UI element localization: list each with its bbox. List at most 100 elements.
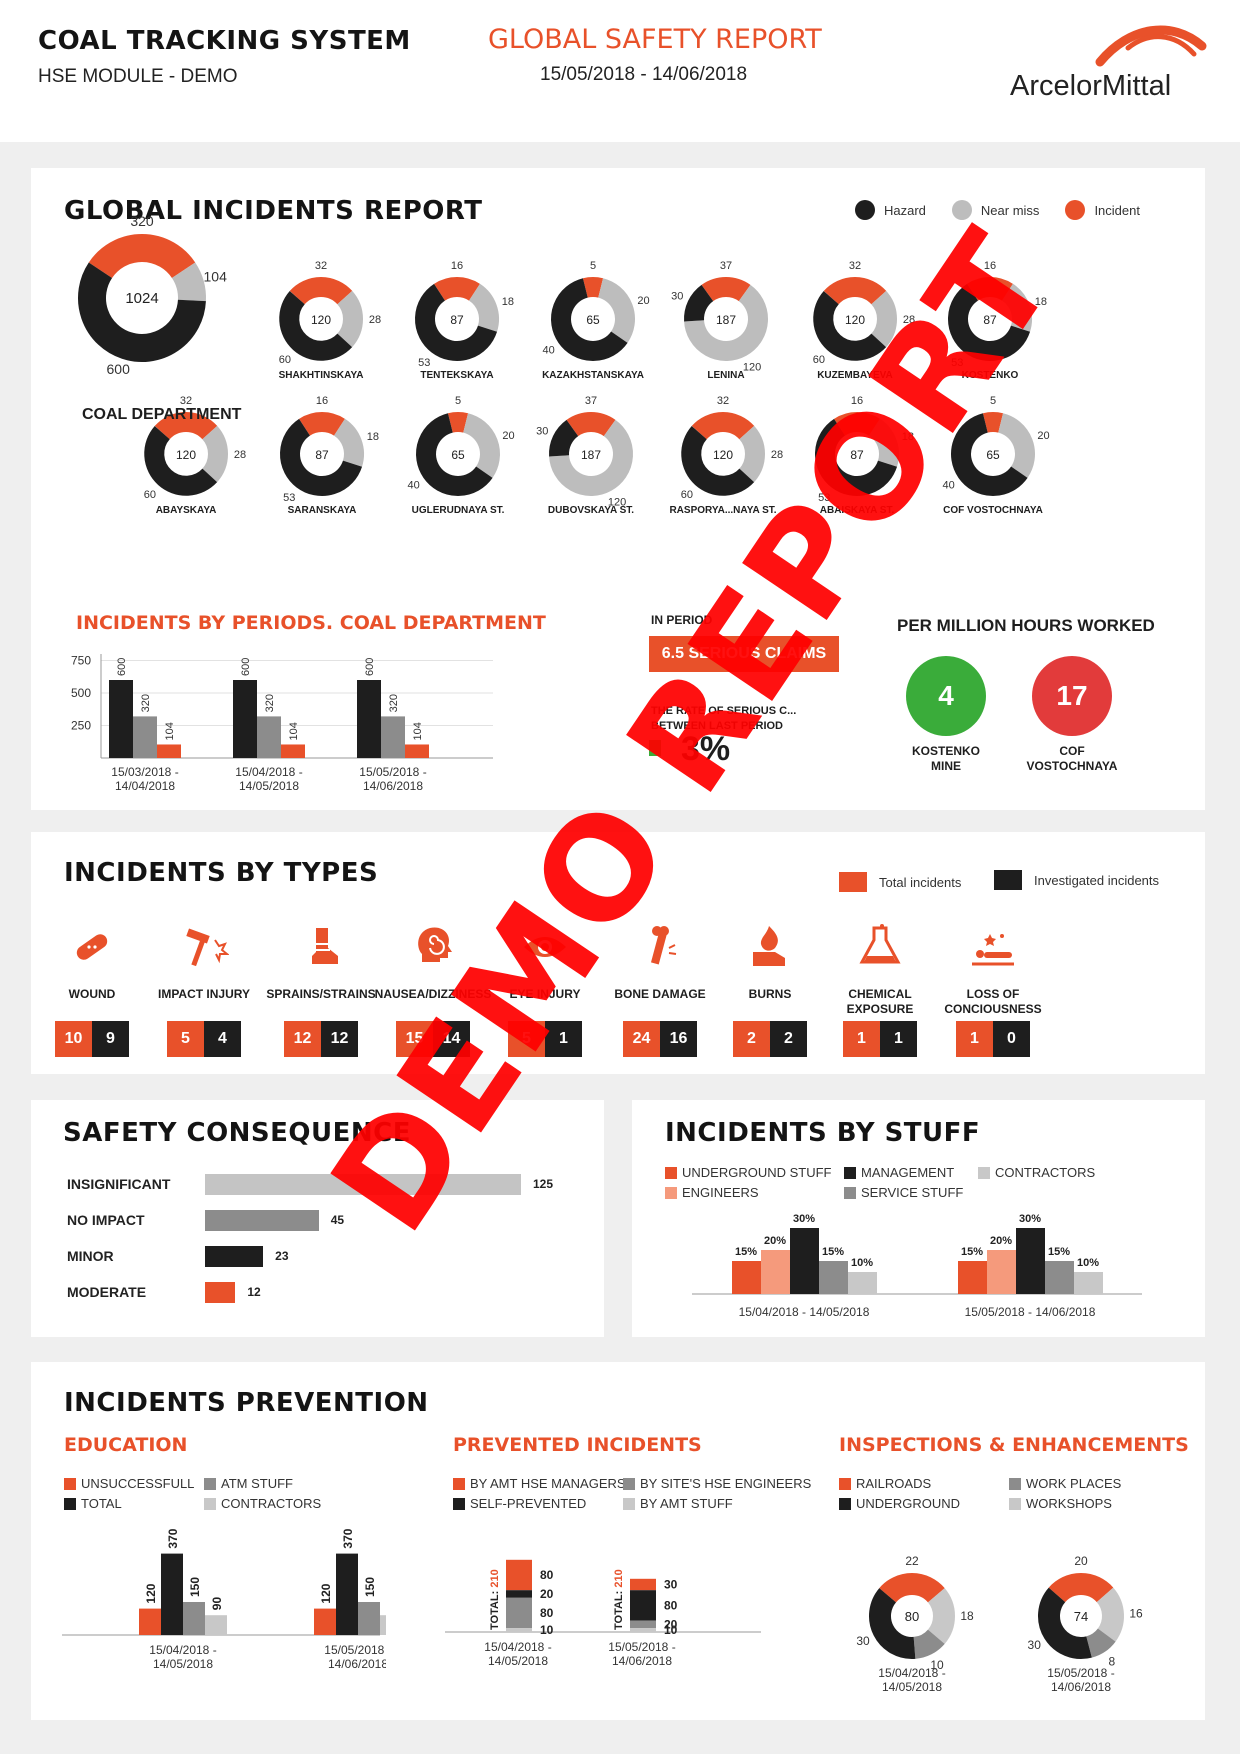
inspection-donut-2-work-places-value: 8 [1108, 1655, 1115, 1669]
site-donut-7-name: ABAYSKAYA [156, 505, 217, 516]
site-donut-1-hazard-segment [279, 290, 353, 361]
education-bar [183, 1602, 205, 1635]
site-donut-12-hazard-value: 53 [818, 492, 830, 504]
incident-type-item: EYE INJURY 5 1 [483, 922, 607, 1057]
stuff-bar-label: 15% [735, 1246, 757, 1258]
legend-near-miss: Near miss [951, 200, 1039, 220]
site-donut-6-total: 87 [983, 313, 997, 327]
prevented-period-label: 14/05/2018 [488, 1654, 548, 1668]
education-bar [358, 1602, 380, 1635]
incident-type-item: IMPACT INJURY 5 4 [142, 922, 266, 1057]
site-donut-11-near-miss-value: 28 [771, 449, 783, 461]
consequence-bar [205, 1174, 521, 1195]
incident-type-name: SPRAINS/STRAINS [266, 987, 376, 1001]
site-donut-9-incident-value: 5 [455, 395, 461, 407]
site-donut-3-hazard-segment [551, 278, 628, 361]
consequence-value: 45 [330, 1213, 345, 1227]
incident-type-item: CHEMICAL EXPOSURE 1 1 [818, 922, 942, 1057]
site-donut-8-near-miss-value: 18 [367, 431, 379, 443]
site-donut-11-near-miss-segment [738, 425, 765, 483]
investigated-incidents-count: 0 [993, 1021, 1030, 1057]
incident-type-item: SPRAINS/STRAINS 12 12 [259, 922, 383, 1057]
stuff-bar [987, 1250, 1016, 1294]
site-donut-9-near-miss-segment [462, 413, 500, 478]
site-donut-13-name: COF VOSTOCHNAYA [943, 505, 1043, 516]
inspection-donut-1-railroads-segment [879, 1573, 945, 1603]
education-bar-value: 120 [144, 1583, 158, 1603]
site-donut-6-name: KOSTENKO [962, 370, 1019, 381]
site-donut-1-incident-value: 32 [315, 260, 327, 272]
module-subtitle: HSE MODULE - DEMO [38, 66, 238, 87]
service-stuff-label: SERVICE STUFF [861, 1185, 964, 1200]
stuff-bar-label: 15% [961, 1246, 983, 1258]
legend-amt-stuff: BY AMT STUFF [623, 1496, 733, 1511]
site-donut-12-near-miss-segment [868, 418, 899, 467]
education-bar [314, 1608, 336, 1635]
prevented-stack-segment [506, 1590, 532, 1598]
site-donut-8-near-miss-segment [333, 418, 364, 467]
site-donut-5-incident-value: 32 [849, 260, 861, 272]
site-donut-12-incident-value: 16 [851, 395, 863, 407]
education-bar-value: 120 [319, 1583, 333, 1603]
periods-period-label: 15/05/2018 - [359, 765, 426, 779]
prevented-segment-value: 10 [540, 1623, 554, 1637]
incident-type-name: IMPACT INJURY [157, 987, 250, 1001]
near-miss-swatch [951, 200, 972, 220]
consequence-value: 125 [533, 1177, 554, 1191]
site-donut-2-hazard-value: 53 [418, 357, 430, 369]
periods-bar-value: 320 [140, 694, 152, 712]
global-incidents-title: GLOBAL INCIDENTS REPORT [64, 196, 483, 226]
legend-management: MANAGEMENT [844, 1165, 954, 1180]
inspection-donut-1-workshops-segment [927, 1588, 955, 1644]
legend-edu-contractors: CONTRACTORS [204, 1496, 321, 1511]
incident-type-item: LOSS OF CONCIOUSNESS 1 0 [931, 922, 1055, 1057]
unsuccessfull-swatch [64, 1477, 76, 1490]
incident-type-item: NAUSEA/DIZZINESS 15 14 [371, 922, 495, 1057]
site-donut-11-incident-value: 32 [717, 395, 729, 407]
site-donut-13-near-miss-segment [997, 413, 1035, 478]
investigated-incidents-count: 1 [545, 1021, 582, 1057]
stuff-bar [848, 1272, 877, 1294]
consequence-value: 12 [247, 1285, 261, 1299]
stuff-bar [1016, 1228, 1045, 1294]
incident-types-panel: INCIDENTS BY TYPES Total incidents Inves… [31, 832, 1205, 1074]
engineers-swatch [665, 1186, 677, 1199]
prevented-stack-segment [506, 1559, 532, 1591]
main-donut-incident-value: 320 [130, 213, 154, 229]
inspection-donut-1-work-places-value: 10 [930, 1658, 944, 1672]
site-donut-12-near-miss-value: 18 [902, 431, 914, 443]
incident-type-name: WOUND [68, 987, 116, 1001]
main-donut-total: 1024 [125, 290, 158, 307]
main-donut-incident-segment [88, 234, 196, 279]
serious-claims-badge: 6.5 SERIOUS CLAIMS [649, 636, 839, 672]
inspection-donut-2-railroads-value: 20 [1074, 1554, 1088, 1568]
site-donut-7-hazard-segment [144, 425, 218, 496]
periods-bar [157, 744, 181, 758]
inspection-donut-1-underground-segment [869, 1588, 916, 1659]
legend-engineers: ENGINEERS [665, 1185, 759, 1200]
site-donut-3-total: 65 [586, 313, 600, 327]
legend-railroads: RAILROADS [839, 1476, 931, 1491]
site-donut-9-near-miss-value: 20 [502, 430, 514, 442]
arcelormittal-logo-icon [1095, 25, 1207, 67]
site-engineers-label: BY SITE'S HSE ENGINEERS [640, 1476, 812, 1491]
total-incidents-count: 5 [167, 1021, 204, 1057]
site-donut-2-name: TENTEKSKAYA [420, 370, 493, 381]
underground-stuff-swatch [665, 1166, 677, 1179]
investigated-incidents-count: 9 [92, 1021, 129, 1057]
stuff-bar [1045, 1261, 1074, 1294]
site-donut-3-name: KAZAKHSTANSKAYA [542, 370, 644, 381]
site-donut-2-hazard-segment [415, 283, 498, 361]
hammer-icon [186, 928, 230, 967]
incidents-by-stuff-title: INCIDENTS BY STUFF [665, 1118, 981, 1148]
site-donut-5-total: 120 [845, 313, 865, 327]
site-donut-6-hazard-value: 53 [951, 357, 963, 369]
incident-types-title: INCIDENTS BY TYPES [64, 858, 379, 888]
site-donut-2-incident-value: 16 [451, 260, 463, 272]
legend-underground: UNDERGROUND [839, 1496, 960, 1511]
main-donut-near-miss-value: 104 [204, 269, 228, 285]
inspections-title: INSPECTIONS & ENHANCEMENTS [839, 1434, 1189, 1456]
education-bar [380, 1615, 386, 1635]
education-period-label: 15/05/2018 - [324, 1643, 386, 1657]
